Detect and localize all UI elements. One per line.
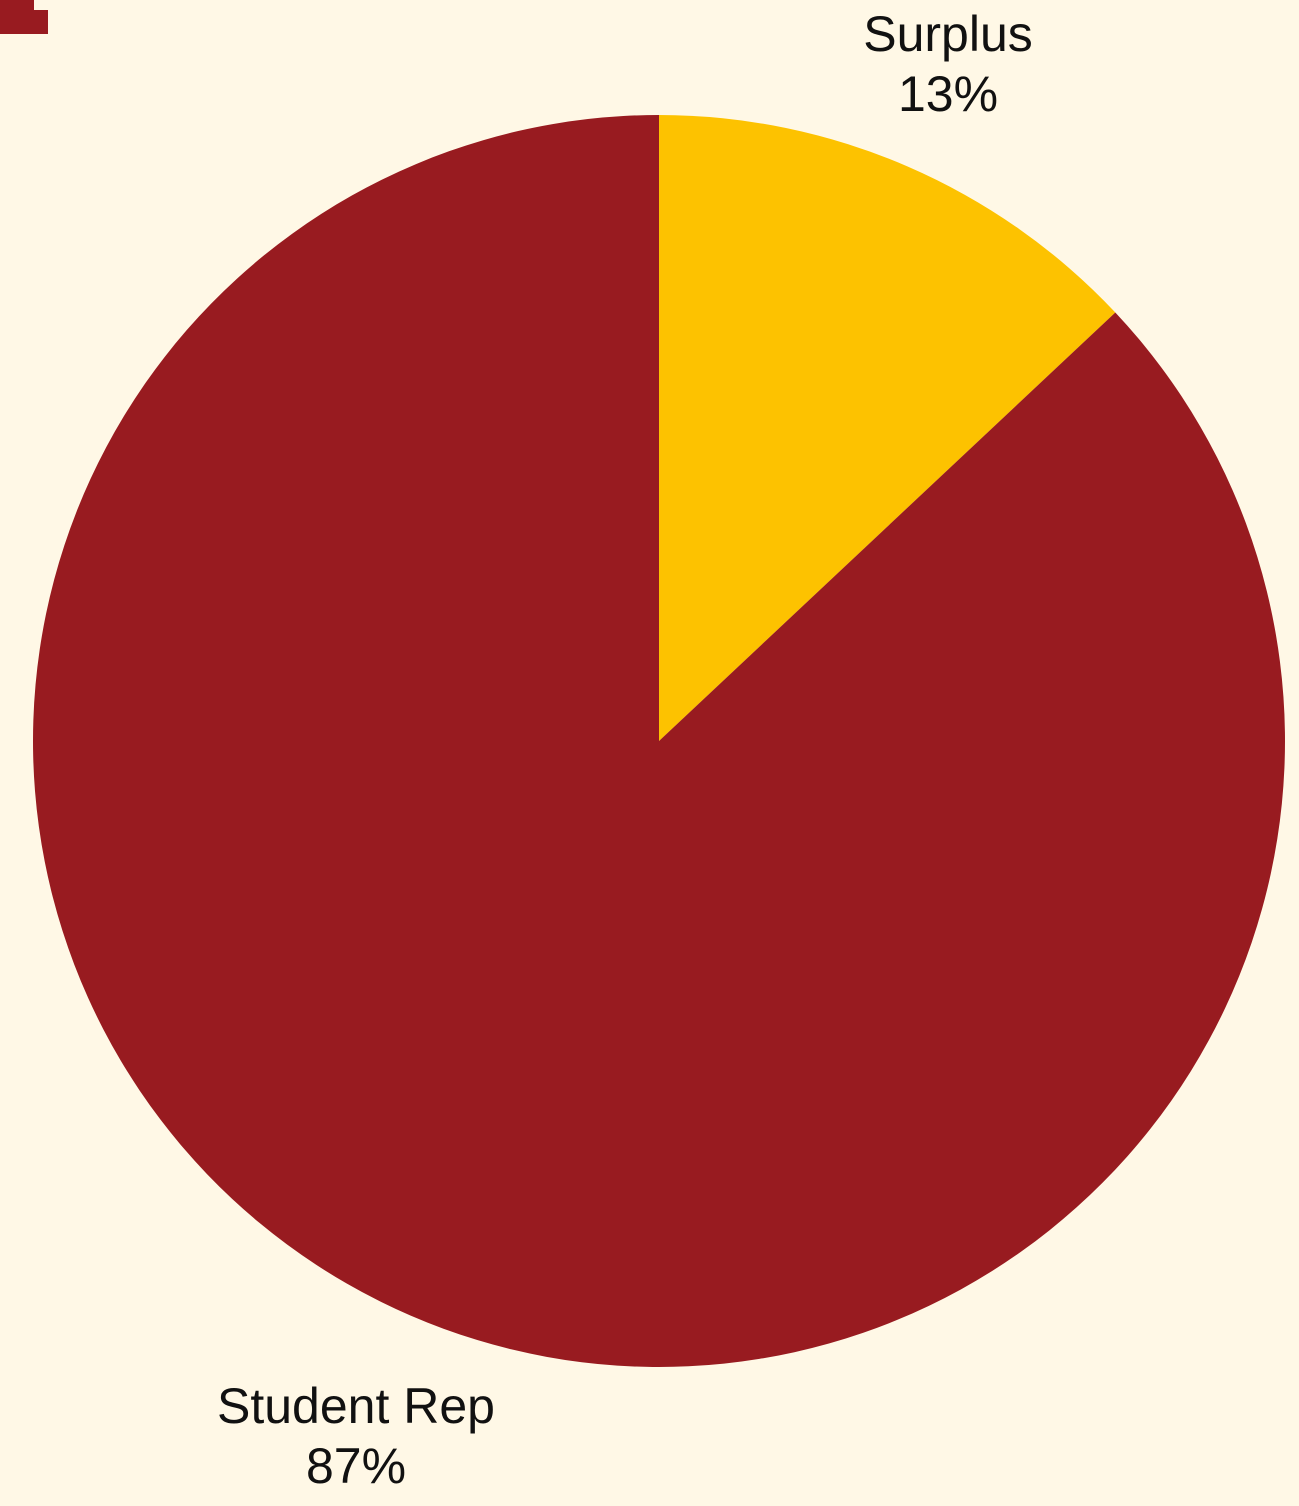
slice-name-student-rep: Student Rep [217,1378,495,1434]
pie-slices [32,115,1285,1368]
slice-name-surplus: Surplus [863,6,1033,62]
slice-label-surplus: Surplus 13% [863,4,1033,124]
slice-label-student-rep: Student Rep 87% [217,1376,495,1496]
slice-value-student-rep: 87% [305,1438,407,1494]
pie-slice-student-rep [32,115,1285,1368]
slice-value-surplus: 13% [897,66,999,122]
corner-decoration [0,0,48,34]
pie-slice-surplus [659,115,1116,741]
